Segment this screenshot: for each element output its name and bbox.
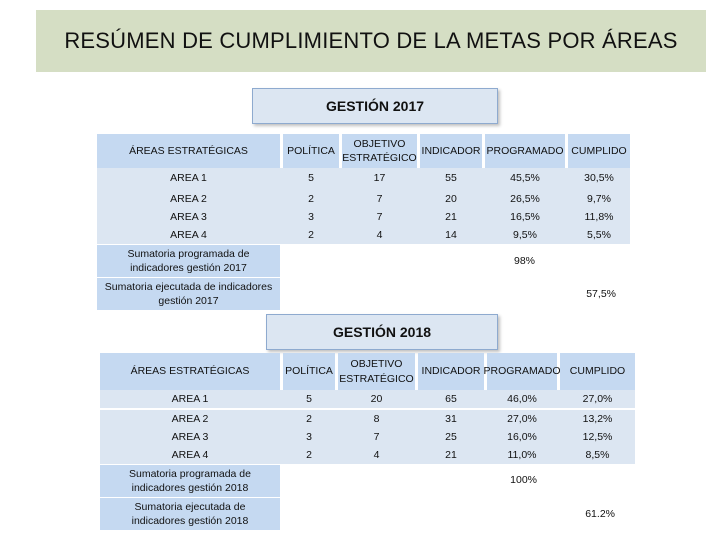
sum-ejecutada-value-2018: 61.2% <box>560 498 635 530</box>
table-row: AREA 1 <box>171 392 209 405</box>
sum-ejecutada-label-2017: Sumatoria ejecutada de indicadores gesti… <box>97 278 280 310</box>
header-cumplido-2018: CUMPLIDO <box>560 353 635 390</box>
header-programado-2018: PROGRAMADO <box>484 353 561 390</box>
header-programado-2017: PROGRAMADO <box>485 134 565 168</box>
header-indicador-2018: INDICADOR <box>418 353 484 390</box>
sum-ejecutada-label-2018: Sumatoria ejecutada de indicadores gesti… <box>100 498 280 530</box>
heading-2017: GESTIÓN 2017 <box>252 88 498 124</box>
header-objetivo-2018: OBJETIVO ESTRATÉGICO <box>338 353 415 390</box>
header-politica-2017: POLÍTICA <box>283 134 339 168</box>
sum-programada-value-2018: 100% <box>418 465 557 497</box>
table-row: AREA 4 <box>170 228 207 241</box>
sum-ejecutada-value-2017: 57,5% <box>568 278 630 310</box>
header-politica-2018: POLÍTICA <box>283 353 335 390</box>
header-objetivo-2017: OBJETIVO ESTRATÉGICO <box>342 134 417 168</box>
header-areas-2017: ÁREAS ESTRATÉGICAS <box>97 134 280 168</box>
page-title-banner: RESÚMEN DE CUMPLIMIENTO DE LA METAS POR … <box>36 10 706 72</box>
sum-programada-value-2017: 98% <box>420 245 565 277</box>
header-indicador-2017: INDICADOR <box>420 134 482 168</box>
sum-programada-label-2017: Sumatoria programada de indicadores gest… <box>97 245 280 277</box>
sum-programada-label-2018: Sumatoria programada de indicadores gest… <box>100 465 280 497</box>
table-row: AREA 3 <box>170 210 207 223</box>
table-row: AREA 4 <box>171 448 209 461</box>
table-row: AREA 2 <box>171 412 209 425</box>
header-cumplido-2017: CUMPLIDO <box>568 134 630 168</box>
heading-2018: GESTIÓN 2018 <box>266 314 498 350</box>
header-areas-2018: ÁREAS ESTRATÉGICAS <box>100 353 280 390</box>
page-title: RESÚMEN DE CUMPLIMIENTO DE LA METAS POR … <box>64 28 678 53</box>
table-row: AREA 1 <box>170 171 207 184</box>
table-row: AREA 3 <box>171 430 209 443</box>
table-row: AREA 2 <box>170 192 207 205</box>
